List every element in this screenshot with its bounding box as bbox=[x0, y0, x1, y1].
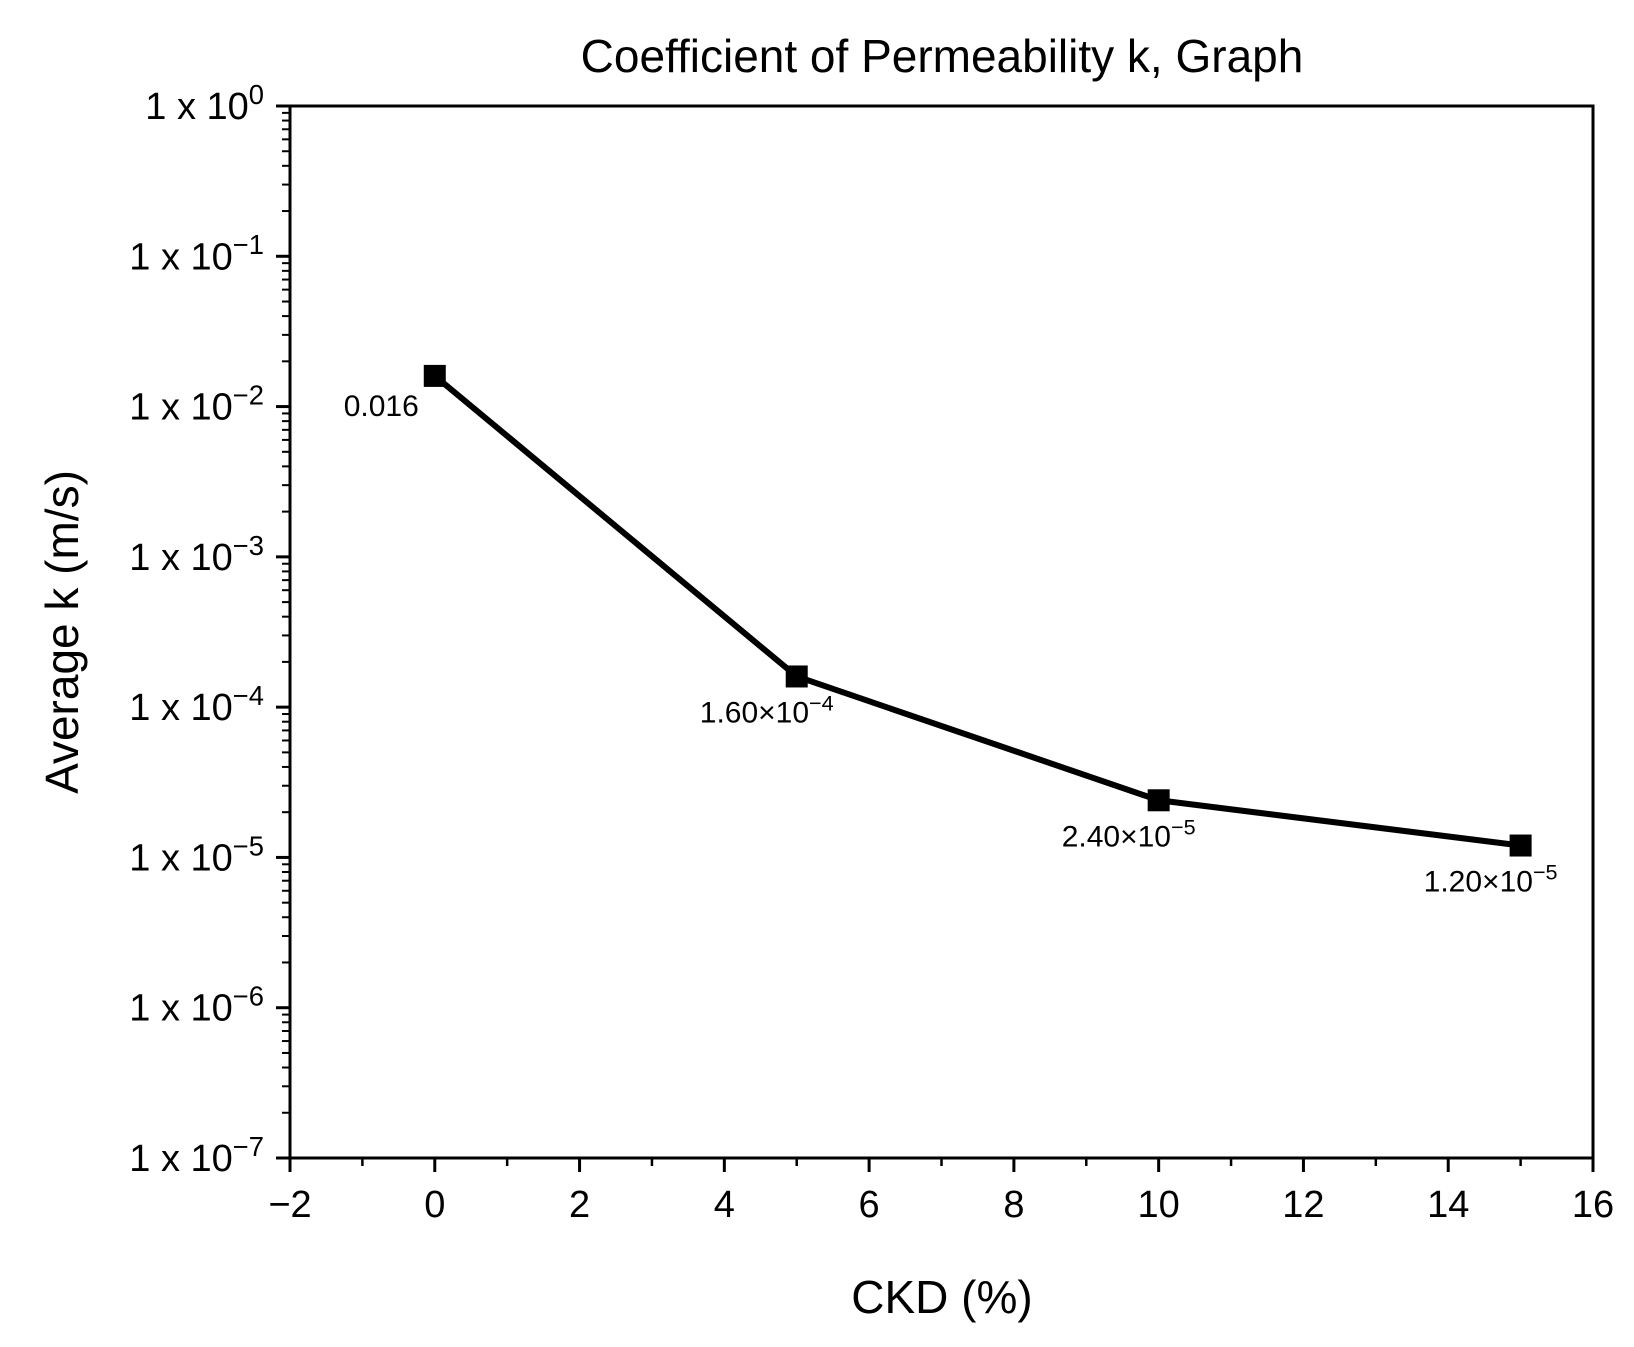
data-label: 1.60×10−4 bbox=[700, 691, 834, 730]
y-tick-label: 1 x 10−3 bbox=[129, 530, 264, 579]
data-label-base: 1.20×10 bbox=[1424, 866, 1533, 899]
y-tick-label: 1 x 10−5 bbox=[129, 830, 264, 879]
data-label: 0.016 bbox=[344, 390, 419, 423]
y-tick-label-exponent: −3 bbox=[233, 530, 264, 561]
chart-title: Coefficient of Permeability k, Graph bbox=[581, 30, 1304, 82]
data-label-base: 1.60×10 bbox=[700, 696, 809, 729]
x-tick-label: 4 bbox=[714, 1184, 735, 1226]
x-tick-label: 0 bbox=[424, 1184, 445, 1226]
y-tick-label-base: 1 x 10 bbox=[129, 988, 233, 1030]
y-tick-label: 1 x 10−6 bbox=[129, 981, 264, 1030]
data-label: 2.40×10−5 bbox=[1062, 814, 1196, 853]
y-tick-label-base: 1 x 10 bbox=[129, 1138, 233, 1180]
data-point-marker bbox=[1509, 834, 1532, 857]
y-tick-label-exponent: −6 bbox=[233, 981, 264, 1012]
series-line bbox=[432, 373, 1521, 849]
y-tick-label: 1 x 100 bbox=[145, 79, 264, 128]
x-tick-label: 10 bbox=[1138, 1184, 1180, 1226]
y-tick-label: 1 x 10−4 bbox=[129, 680, 264, 729]
y-tick-label-exponent: −5 bbox=[233, 830, 264, 861]
data-label-base: 0.016 bbox=[344, 390, 419, 423]
y-tick-label-base: 1 x 10 bbox=[129, 537, 233, 579]
x-tick-label: 6 bbox=[859, 1184, 880, 1226]
y-tick-label-base: 1 x 10 bbox=[129, 236, 233, 278]
y-tick-label: 1 x 10−7 bbox=[129, 1131, 264, 1180]
x-tick-label: −2 bbox=[268, 1184, 311, 1226]
x-axis-ticks: −2 0 2 4 6 8 10 12 14 16 bbox=[268, 1158, 1614, 1226]
y-tick-label: 1 x 10−1 bbox=[129, 229, 264, 278]
x-tick-label: 2 bbox=[569, 1184, 590, 1226]
y-tick-label-exponent: −2 bbox=[233, 380, 264, 411]
data-point-marker bbox=[1147, 789, 1170, 812]
y-axis-label: Average k (m/s) bbox=[36, 470, 88, 794]
y-tick-label-base: 1 x 10 bbox=[129, 687, 233, 729]
x-tick-label: 16 bbox=[1572, 1184, 1614, 1226]
data-label: 1.20×10−5 bbox=[1424, 860, 1558, 899]
data-point-marker bbox=[423, 364, 446, 387]
data-label-exponent: −5 bbox=[1171, 814, 1196, 839]
x-tick-label: 14 bbox=[1427, 1184, 1469, 1226]
y-tick-label-base: 1 x 10 bbox=[129, 387, 233, 429]
x-tick-label: 8 bbox=[1003, 1184, 1024, 1226]
y-tick-label-base: 1 x 10 bbox=[129, 837, 233, 879]
y-tick-label-exponent: 0 bbox=[249, 79, 264, 110]
data-label-exponent: −4 bbox=[809, 691, 834, 716]
x-tick-label: 12 bbox=[1282, 1184, 1324, 1226]
y-tick-label-exponent: −7 bbox=[233, 1131, 264, 1162]
data-label-exponent: −5 bbox=[1533, 860, 1558, 885]
y-tick-label-base: 1 x 10 bbox=[145, 86, 249, 128]
y-tick-label-exponent: −1 bbox=[233, 229, 264, 260]
y-tick-label-exponent: −4 bbox=[233, 680, 264, 711]
data-label-base: 2.40×10 bbox=[1062, 820, 1171, 853]
data-point-marker bbox=[785, 665, 808, 688]
y-tick-label: 1 x 10−2 bbox=[129, 380, 264, 429]
plot-frame bbox=[288, 104, 1595, 1160]
x-axis-label: CKD (%) bbox=[851, 1271, 1032, 1323]
